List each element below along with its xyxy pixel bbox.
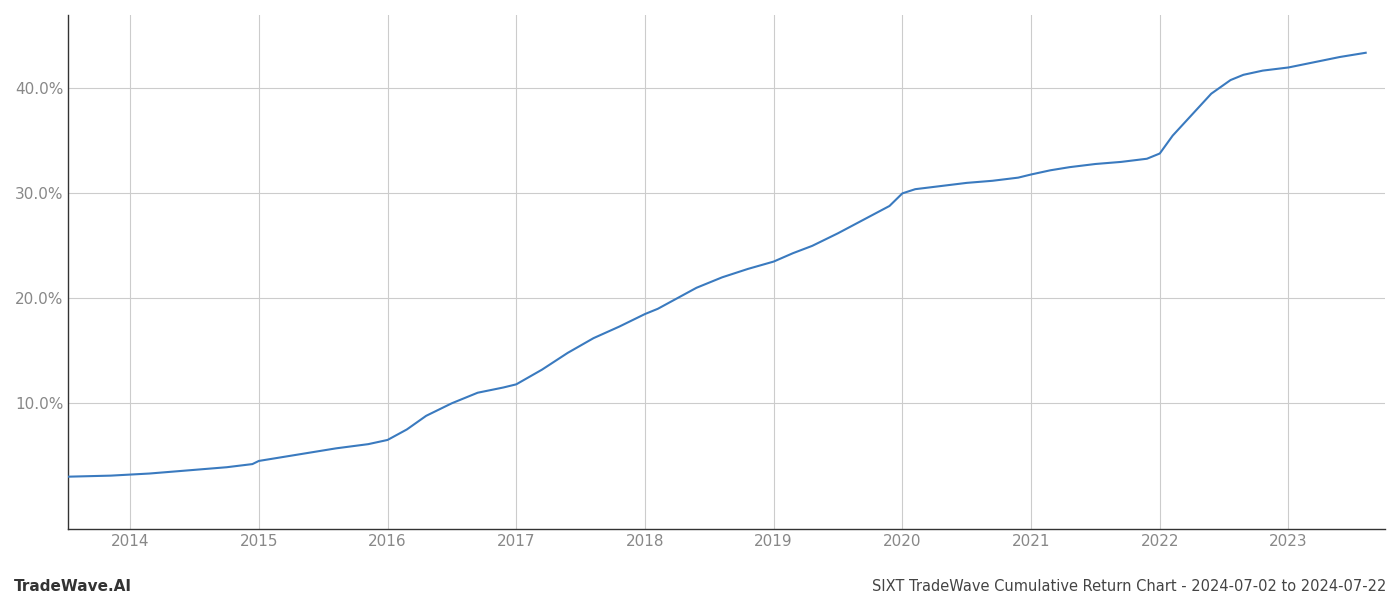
Text: SIXT TradeWave Cumulative Return Chart - 2024-07-02 to 2024-07-22: SIXT TradeWave Cumulative Return Chart -… bbox=[872, 579, 1386, 594]
Text: TradeWave.AI: TradeWave.AI bbox=[14, 579, 132, 594]
